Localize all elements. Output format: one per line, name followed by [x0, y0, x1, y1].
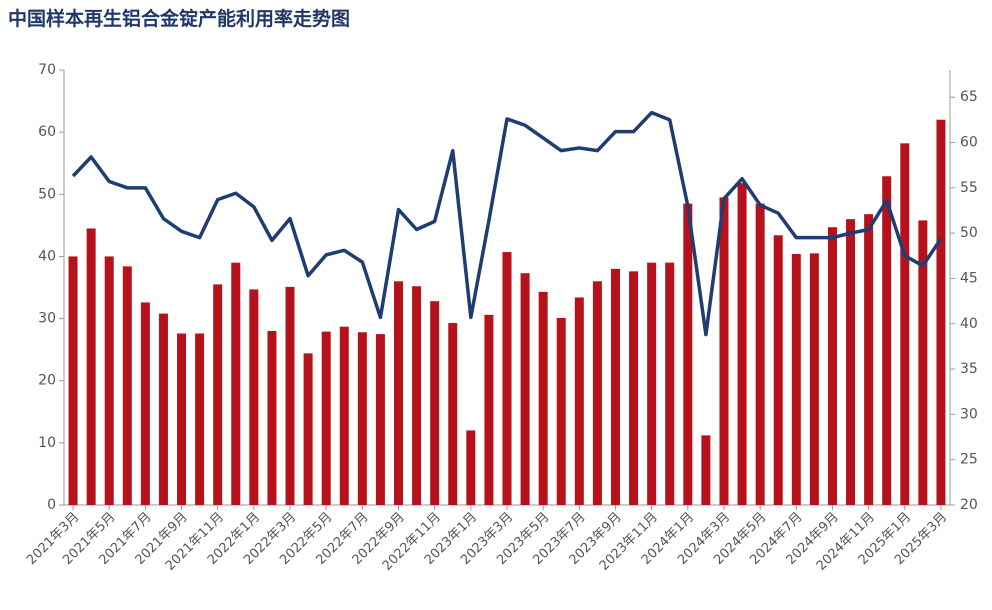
bar [701, 435, 711, 505]
bar [394, 281, 404, 505]
bar [177, 333, 187, 505]
y2-tick-label: 30 [960, 406, 978, 422]
bar [791, 253, 801, 505]
y-tick-label: 10 [38, 435, 56, 451]
chart-title: 中国样本再生铝合金锭产能利用率走势图 [8, 7, 350, 30]
bar [195, 333, 205, 505]
y-tick-label: 60 [38, 124, 56, 140]
bar [122, 266, 132, 505]
bar [466, 430, 476, 505]
bar [520, 273, 530, 505]
bar [412, 286, 422, 505]
bar [231, 262, 241, 505]
bar [448, 322, 458, 505]
bar [592, 281, 602, 505]
bar [683, 203, 693, 505]
y2-tick-label: 55 [960, 180, 978, 196]
bar [918, 220, 928, 505]
bar [303, 353, 313, 505]
bar [140, 302, 150, 505]
bar [864, 214, 874, 505]
bar [846, 219, 856, 505]
bar [647, 262, 657, 505]
line [71, 110, 943, 337]
bar [719, 197, 729, 505]
bar [538, 291, 548, 505]
y-tick-label: 0 [47, 497, 56, 513]
bar [574, 297, 584, 505]
y2-tick-label: 45 [960, 270, 978, 286]
bar [629, 271, 639, 505]
bar [900, 143, 910, 506]
y-tick-label: 40 [38, 248, 56, 264]
bar [737, 183, 747, 505]
bar [158, 313, 168, 505]
bar [610, 268, 620, 505]
bar [556, 317, 566, 505]
bar [502, 252, 512, 505]
bar [665, 262, 675, 505]
bar [357, 332, 367, 505]
y2-tick-label: 20 [960, 497, 978, 513]
y2-tick-label: 50 [960, 225, 978, 241]
bar [755, 203, 765, 505]
y2-tick-label: 40 [960, 316, 978, 332]
bar [285, 286, 295, 505]
bar [430, 301, 440, 505]
bar [321, 331, 331, 505]
y2-tick-label: 60 [960, 135, 978, 151]
bar [104, 256, 114, 505]
bar [213, 284, 223, 505]
y2-tick-label: 35 [960, 361, 978, 377]
bar [827, 227, 837, 505]
bar [267, 331, 277, 505]
y2-tick-label: 25 [960, 452, 978, 468]
bar [882, 176, 892, 505]
y-tick-label: 30 [38, 311, 56, 327]
bar [936, 119, 946, 505]
y-tick-label: 20 [38, 373, 56, 389]
bar [68, 256, 78, 505]
bar [773, 235, 783, 506]
y-tick-label: 50 [38, 186, 56, 202]
bar [809, 253, 819, 505]
y2-tick-label: 65 [960, 89, 978, 105]
y-tick-label: 70 [38, 62, 56, 78]
bar [339, 326, 349, 505]
bar [86, 228, 96, 505]
bar [249, 289, 259, 505]
bar [484, 314, 494, 505]
bar [375, 334, 385, 505]
